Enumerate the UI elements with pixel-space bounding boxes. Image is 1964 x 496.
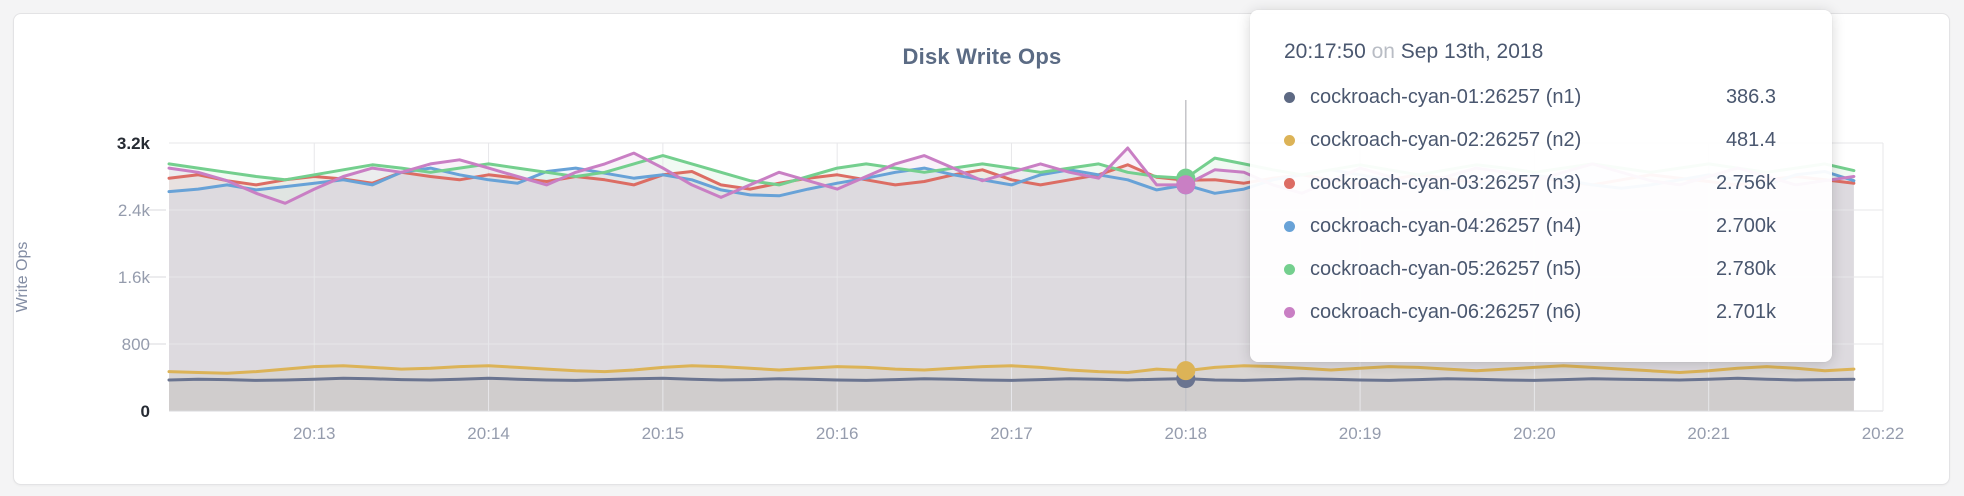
y-axis-tick-label: 1.6k [118, 268, 151, 287]
series-name: cockroach-cyan-01:26257 (n1) [1310, 86, 1582, 108]
tooltip-connector: on [1371, 40, 1395, 63]
hover-point-dot [1176, 175, 1196, 195]
tooltip-time: 20:17:50 [1284, 40, 1366, 63]
x-axis-tick-label: 20:15 [642, 424, 685, 443]
series-color-dot [1284, 92, 1295, 103]
chart-title: Disk Write Ops [902, 44, 1062, 69]
y-axis-tick-label: 2.4k [118, 201, 151, 220]
series-line [167, 376, 1856, 382]
x-axis-tick-label: 20:22 [1862, 424, 1905, 443]
tooltip-series-row: cockroach-cyan-06:26257 (n6) 2.701k [1284, 291, 1776, 334]
x-axis-tick-label: 20:17 [990, 424, 1033, 443]
x-axis-tick-label: 20:16 [816, 424, 859, 443]
tooltip-date: Sep 13th, 2018 [1400, 40, 1544, 63]
y-axis-tick-label: 0 [141, 402, 150, 421]
series-color-dot [1284, 221, 1295, 232]
series-value: 2.701k [1715, 301, 1776, 323]
series-name: cockroach-cyan-03:26257 (n3) [1310, 172, 1582, 194]
x-axis-tick-label: 20:20 [1513, 424, 1556, 443]
x-axis-tick-label: 20:18 [1165, 424, 1208, 443]
x-axis-tick-label: 20:21 [1687, 424, 1730, 443]
x-axis-tick-label: 20:14 [467, 424, 510, 443]
tooltip-series-row: cockroach-cyan-01:26257 (n1) 386.3 [1284, 76, 1776, 119]
series-color-dot [1284, 178, 1295, 189]
series-value: 2.756k [1715, 172, 1776, 194]
tooltip-series-list: cockroach-cyan-01:26257 (n1) 386.3 cockroa… [1284, 76, 1776, 334]
hover-point-dot [1176, 361, 1196, 381]
x-axis-tick-label: 20:13 [293, 424, 336, 443]
y-axis-tick-label: 800 [122, 335, 150, 354]
tooltip-series-row: cockroach-cyan-02:26257 (n2) 481.4 [1284, 119, 1776, 162]
tooltip-series-row: cockroach-cyan-04:26257 (n4) 2.700k [1284, 205, 1776, 248]
x-axis-tick-label: 20:19 [1339, 424, 1382, 443]
series-value: 2.780k [1715, 258, 1776, 280]
series-color-dot [1284, 264, 1295, 275]
series-color-dot [1284, 307, 1295, 318]
series-line [167, 364, 1856, 375]
hover-tooltip: 20:17:50 on Sep 13th, 2018 cockroach-cya… [1250, 10, 1832, 362]
series-color-dot [1284, 135, 1295, 146]
series-value: 481.4 [1725, 129, 1776, 151]
series-name: cockroach-cyan-06:26257 (n6) [1310, 301, 1582, 323]
series-value: 386.3 [1725, 86, 1776, 108]
series-name: cockroach-cyan-05:26257 (n5) [1310, 258, 1582, 280]
series-name: cockroach-cyan-04:26257 (n4) [1310, 215, 1582, 237]
tooltip-series-row: cockroach-cyan-05:26257 (n5) 2.780k [1284, 248, 1776, 291]
series-value: 2.700k [1715, 215, 1776, 237]
tooltip-series-row: cockroach-cyan-03:26257 (n3) 2.756k [1284, 162, 1776, 205]
series-name: cockroach-cyan-02:26257 (n2) [1310, 129, 1582, 151]
tooltip-header: 20:17:50 on Sep 13th, 2018 [1284, 40, 1776, 64]
y-axis-tick-label: 3.2k [117, 134, 151, 153]
